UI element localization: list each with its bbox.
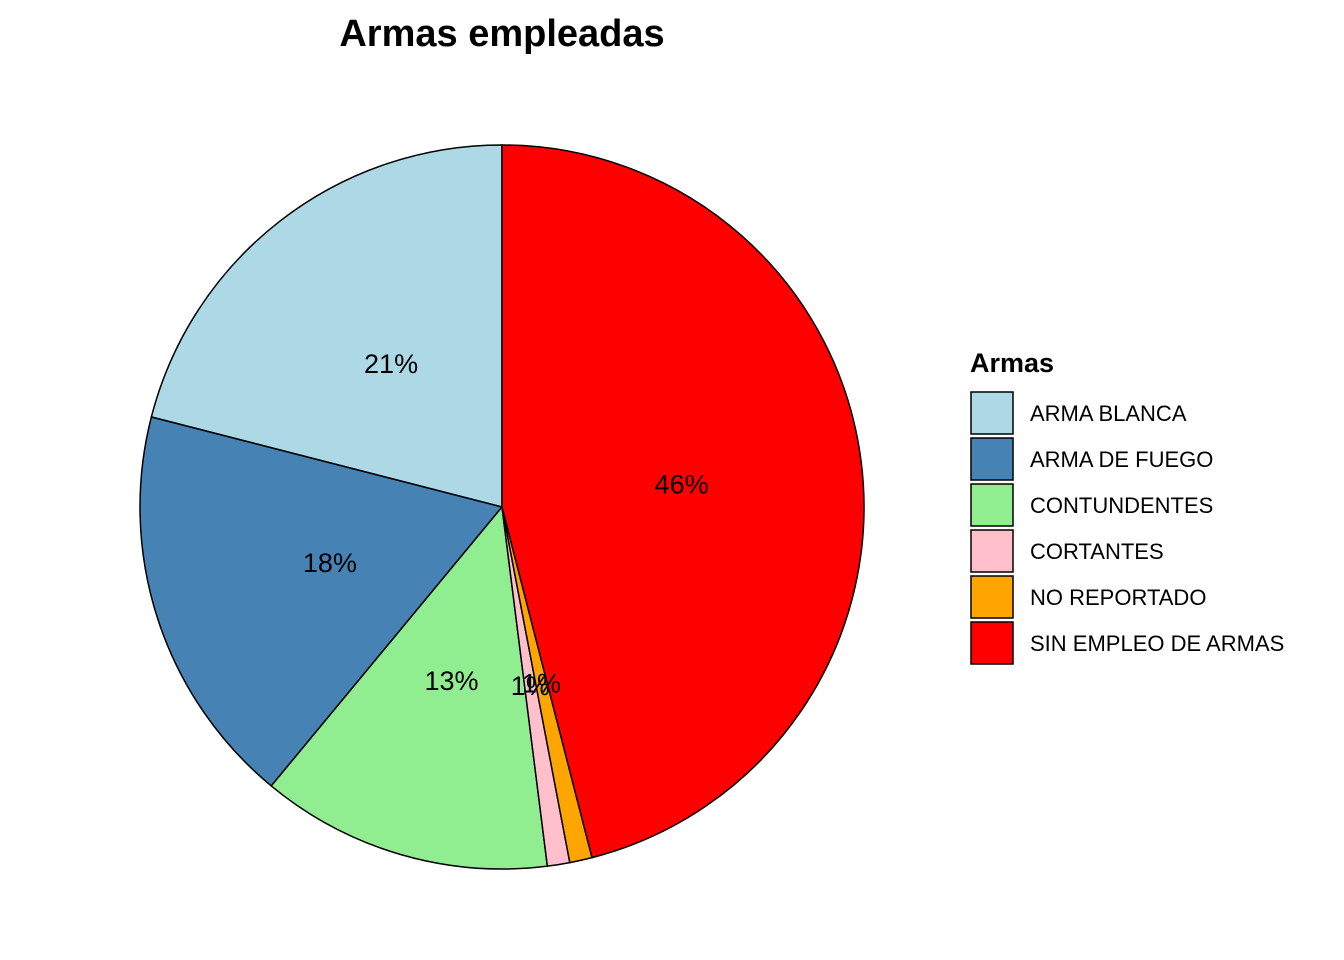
- pie-slice-arma-de-fuego: [139, 416, 504, 787]
- legend-label-cortantes: CORTANTES: [1030, 539, 1164, 564]
- legend-title: Armas: [970, 348, 1054, 378]
- slice-label-arma-de-fuego: 18%: [303, 548, 357, 578]
- pie-slice-arma-blanca: [150, 144, 503, 508]
- legend-label-arma-de-fuego: ARMA DE FUEGO: [1030, 447, 1213, 472]
- legend-label-sin-empleo-de-armas: SIN EMPLEO DE ARMAS: [1030, 631, 1284, 656]
- legend-items: ARMA BLANCA ARMA DE FUEGO CONTUNDENTES CORT…: [970, 391, 1284, 665]
- slice-label-sin-empleo-de-armas: 46%: [655, 469, 709, 499]
- legend-swatch-arma-blanca: [970, 391, 1014, 435]
- legend-swatch-cortantes: [970, 529, 1014, 573]
- slice-label-cortantes: 1%: [511, 671, 550, 701]
- pie-slice-labels: 21% 18% 13% 1%1% 46%: [303, 349, 709, 701]
- slice-label-contundentes: 13%: [424, 666, 478, 696]
- legend-label-arma-blanca: ARMA BLANCA: [1030, 401, 1187, 426]
- legend-label-no-reportado: NO REPORTADO: [1030, 585, 1206, 610]
- legend-swatch-sin-empleo-de-armas: [970, 621, 1014, 665]
- pie-slice-sin-empleo-de-armas: [501, 144, 865, 859]
- slice-label-arma-blanca: 21%: [364, 349, 418, 379]
- legend-swatch-arma-de-fuego: [970, 437, 1014, 481]
- chart-title: Armas empleadas: [339, 13, 664, 55]
- legend: Armas ARMA BLANCA ARMA DE FUEGO CONTUNDENT…: [970, 348, 1284, 665]
- legend-swatch-contundentes: [970, 483, 1014, 527]
- legend-swatch-no-reportado: [970, 575, 1014, 619]
- legend-label-contundentes: CONTUNDENTES: [1030, 493, 1213, 518]
- slice-label-no-reportado: 1%: [522, 669, 561, 699]
- pie-slices: [139, 144, 865, 870]
- pie-slice-contundentes: [270, 505, 549, 870]
